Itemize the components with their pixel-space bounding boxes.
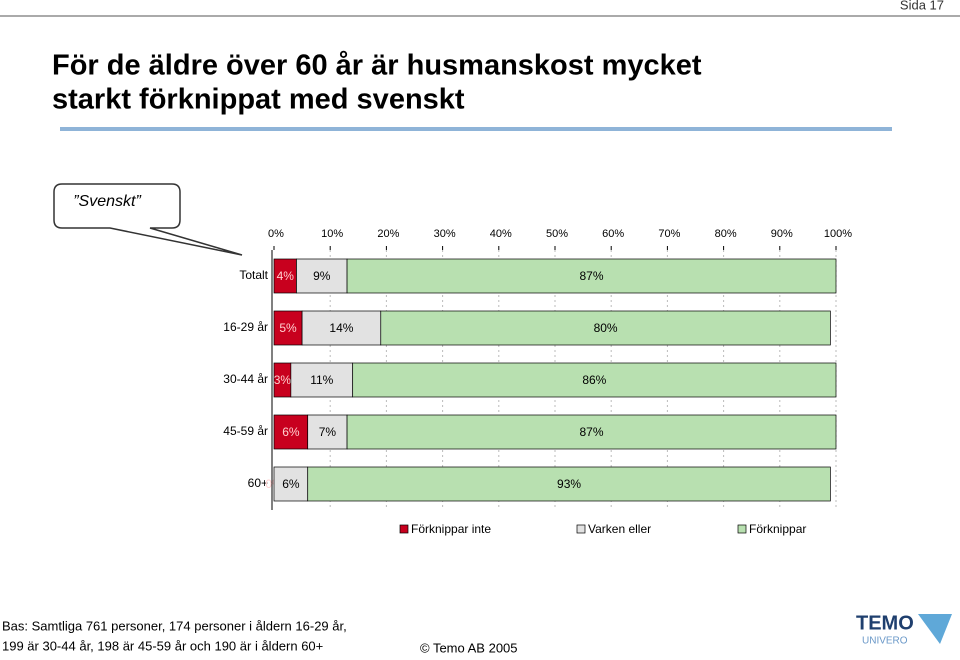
x-tick-label: 100% — [824, 228, 852, 240]
logo-sub: UNIVERO — [862, 636, 908, 647]
footnote: 199 är 30-44 år, 198 är 45-59 år och 190… — [2, 638, 323, 653]
data-label: 80% — [594, 321, 618, 335]
data-label: 11% — [310, 373, 333, 387]
slide-title: För de äldre över 60 år är husmanskost m… — [52, 50, 702, 82]
bar-segment — [273, 466, 309, 502]
data-label: 14% — [329, 321, 353, 335]
x-tick-label: 60% — [602, 228, 624, 240]
bar-segment — [296, 258, 348, 294]
x-tick-label: 90% — [771, 228, 793, 240]
data-label: 4% — [277, 269, 295, 283]
bar-segment — [307, 414, 348, 450]
copyright: © Temo AB 2005 — [420, 640, 518, 655]
legend-swatch — [737, 524, 747, 534]
logo-mark — [918, 614, 952, 644]
y-tick-label: 16-29 år — [223, 320, 268, 334]
bar-segment — [352, 362, 837, 398]
data-label: 6% — [282, 477, 300, 491]
data-label: 87% — [580, 269, 604, 283]
data-label: 87% — [580, 425, 604, 439]
y-tick-label: Totalt — [239, 268, 268, 282]
bar-segment — [346, 258, 837, 294]
data-label: 7% — [319, 425, 337, 439]
y-tick-label: 60+ — [248, 476, 268, 490]
x-tick-label: 40% — [490, 228, 512, 240]
data-label: 3% — [274, 373, 292, 387]
data-label: 9% — [313, 269, 331, 283]
footnote: Bas: Samtliga 761 personer, 174 personer… — [2, 618, 347, 633]
x-tick-label: 0% — [268, 228, 284, 240]
bar-segment — [346, 414, 837, 450]
bar-segment — [380, 310, 831, 346]
x-tick-label: 70% — [658, 228, 680, 240]
data-label: 93% — [557, 477, 581, 491]
chart: 0% 10% 20% 30% 40% 50% 60% 70% 80% 90% 100% Totalt 4… — [223, 228, 852, 536]
bar-segment — [273, 414, 309, 450]
x-tick-label: 20% — [377, 228, 399, 240]
legend-label: Förknippar — [749, 522, 806, 536]
slide-title: starkt förknippat med svenskt — [52, 84, 465, 116]
x-tick-label: 50% — [546, 228, 568, 240]
y-tick-label: 30-44 år — [223, 372, 268, 386]
x-tick-label: 30% — [434, 228, 456, 240]
data-label: 6% — [282, 425, 300, 439]
page-number: Sida 17 — [900, 0, 944, 12]
callout-text: ”Svenskt” — [73, 193, 141, 210]
callout — [53, 183, 243, 256]
x-tick-label: 80% — [715, 228, 737, 240]
logo: TEMO — [856, 612, 914, 634]
data-label: 5% — [279, 321, 297, 335]
bar-segment — [307, 466, 831, 502]
legend-swatch — [576, 524, 586, 534]
legend-label: Varken eller — [588, 522, 651, 536]
x-tick-label: 10% — [321, 228, 343, 240]
legend-label: Förknippar inte — [411, 522, 491, 536]
data-label: 86% — [582, 373, 606, 387]
bar-segment — [290, 362, 354, 398]
title-rule — [60, 127, 892, 131]
y-tick-label: 45-59 år — [223, 424, 268, 438]
legend-swatch — [399, 524, 409, 534]
